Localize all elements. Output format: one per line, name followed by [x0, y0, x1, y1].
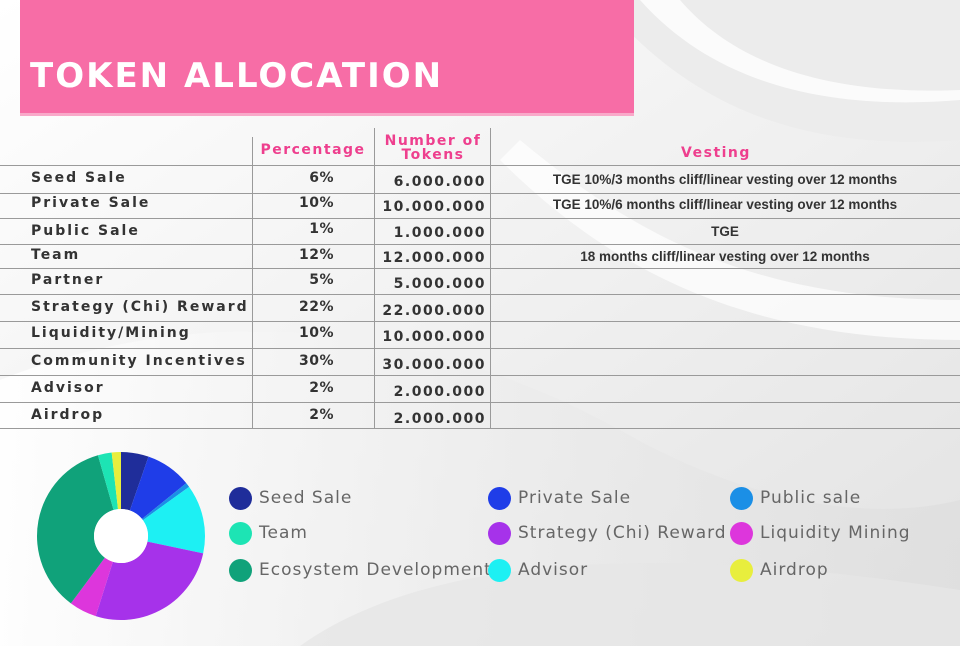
legend-label: Ecosystem Development	[259, 560, 492, 580]
allocation-donut-chart	[37, 452, 205, 620]
pie-slice-advisor	[142, 486, 205, 554]
pie-slice-ecosystem-development	[37, 455, 114, 604]
legend-item: Airdrop	[730, 558, 829, 582]
pie-slice-team	[97, 452, 119, 511]
row-tokens: 2.000.000	[393, 411, 486, 427]
pie-slice-strategy-chi-reward	[95, 541, 204, 620]
legend-item: Private Sale	[488, 486, 631, 510]
legend-item: Advisor	[488, 558, 588, 582]
row-name: Partner	[31, 272, 105, 288]
legend-swatch	[488, 486, 511, 510]
legend-item: Team	[229, 521, 308, 545]
row-tokens: 6.000.000	[393, 174, 486, 190]
legend-swatch	[730, 521, 753, 545]
row-divider	[0, 193, 960, 194]
column-divider	[490, 128, 491, 428]
row-percentage: 22%	[298, 299, 334, 315]
row-divider	[0, 402, 960, 403]
legend-swatch	[229, 558, 252, 582]
legend-item: Strategy (Chi) Reward	[488, 521, 727, 545]
header-number-of-tokens-line1: Number of	[384, 133, 482, 149]
row-percentage: 5%	[309, 272, 334, 288]
pie-slice-public-sale	[141, 483, 190, 521]
legend-label: Advisor	[518, 560, 589, 580]
row-divider	[0, 348, 960, 349]
legend-label: Seed Sale	[259, 488, 353, 508]
legend-swatch	[229, 486, 252, 510]
row-tokens: 12.000.000	[382, 250, 486, 266]
row-percentage: 10%	[298, 325, 334, 341]
title-banner	[20, 0, 634, 113]
column-divider	[374, 128, 375, 428]
row-vesting: TGE 10%/6 months cliff/linear vesting ov…	[552, 197, 898, 212]
legend-label: Public sale	[760, 488, 862, 508]
row-percentage: 1%	[309, 221, 334, 237]
legend-label: Private Sale	[518, 488, 632, 508]
row-name: Liquidity/Mining	[31, 325, 191, 341]
row-tokens: 10.000.000	[382, 199, 486, 215]
legend-swatch	[730, 558, 753, 582]
row-name: Private Sale	[31, 195, 151, 211]
legend-swatch	[229, 521, 252, 545]
row-percentage: 2%	[309, 407, 334, 423]
row-divider	[0, 165, 960, 166]
legend-label: Team	[259, 523, 308, 543]
row-name: Community Incentives	[31, 353, 247, 369]
row-vesting: TGE	[711, 224, 739, 239]
pie-slice-seed-sale	[121, 452, 149, 511]
donut-hole	[94, 509, 148, 563]
legend-item: Ecosystem Development	[229, 558, 492, 582]
row-divider	[0, 218, 960, 219]
row-tokens: 5.000.000	[393, 276, 486, 292]
row-tokens: 10.000.000	[382, 329, 486, 345]
pie-slice-private-sale	[129, 456, 187, 519]
row-tokens: 2.000.000	[393, 384, 486, 400]
row-divider	[0, 321, 960, 322]
row-divider	[0, 244, 960, 245]
row-name: Advisor	[31, 380, 105, 396]
row-divider	[0, 268, 960, 269]
row-percentage: 30%	[298, 353, 334, 369]
header-number-of-tokens-line2: Tokens	[401, 147, 465, 163]
row-vesting: 18 months cliff/linear vesting over 12 m…	[580, 249, 870, 264]
legend-item: Liquidity Mining	[730, 521, 911, 545]
legend-label: Strategy (Chi) Reward	[518, 523, 727, 543]
row-name: Public Sale	[31, 223, 140, 239]
header-vesting: Vesting	[681, 145, 751, 161]
row-divider	[0, 375, 960, 376]
row-percentage: 2%	[309, 380, 334, 396]
row-name: Seed Sale	[31, 170, 127, 186]
legend-label: Liquidity Mining	[760, 523, 911, 543]
row-name: Strategy (Chi) Reward	[31, 299, 249, 315]
legend-swatch	[488, 558, 511, 582]
row-name: Airdrop	[31, 407, 105, 423]
row-percentage: 12%	[298, 247, 334, 263]
row-percentage: 6%	[309, 170, 334, 186]
row-tokens: 30.000.000	[382, 357, 486, 373]
row-divider	[0, 428, 960, 429]
pie-slice-airdrop	[111, 452, 121, 510]
legend-swatch	[488, 521, 511, 545]
row-tokens: 1.000.000	[393, 225, 486, 241]
row-divider	[0, 294, 960, 295]
row-name: Team	[31, 247, 81, 263]
row-percentage: 10%	[298, 195, 334, 211]
legend-item: Public sale	[730, 486, 861, 510]
legend-label: Airdrop	[760, 560, 829, 580]
header-percentage: Percentage	[260, 142, 366, 158]
row-vesting: TGE 10%/3 months cliff/linear vesting ov…	[552, 172, 898, 187]
column-divider	[252, 137, 253, 428]
legend-item: Seed Sale	[229, 486, 352, 510]
pie-slice-liquidity-mining	[70, 557, 113, 617]
row-tokens: 22.000.000	[382, 303, 486, 319]
legend-swatch	[730, 486, 753, 510]
header-number-of-tokens: Number of Tokens	[376, 134, 490, 162]
page-title: TOKEN ALLOCATION	[30, 56, 444, 96]
